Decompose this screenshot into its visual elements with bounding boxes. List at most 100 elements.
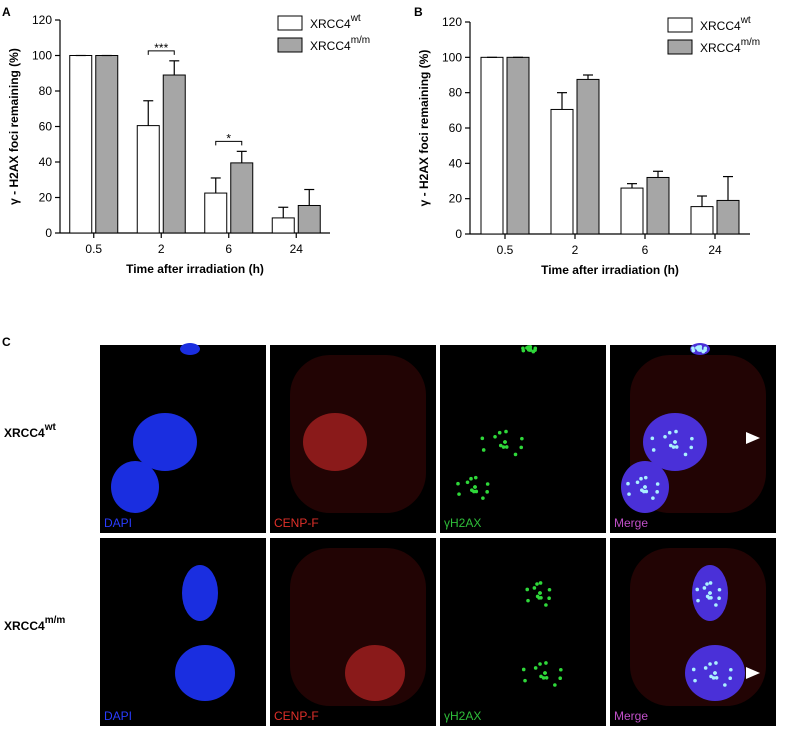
foci bbox=[708, 581, 713, 585]
x-tick-label: 6 bbox=[225, 242, 232, 256]
legend-name: XRCC4 bbox=[310, 17, 351, 31]
x-tick-label: 2 bbox=[572, 243, 579, 257]
foci bbox=[474, 489, 479, 494]
foci bbox=[639, 476, 643, 481]
foci bbox=[702, 586, 707, 590]
foci bbox=[525, 587, 530, 592]
foci bbox=[714, 603, 718, 607]
row-label: XRCC4m/m bbox=[4, 615, 65, 633]
micrograph bbox=[440, 538, 606, 726]
channel-label: γH2AX bbox=[444, 516, 481, 530]
foci bbox=[497, 430, 502, 435]
legend-name: XRCC4 bbox=[700, 41, 741, 55]
foci bbox=[521, 348, 526, 353]
legend-label: XRCC4wt bbox=[700, 15, 751, 33]
bar bbox=[690, 206, 714, 235]
nucleus bbox=[133, 413, 197, 471]
foci bbox=[521, 667, 526, 672]
panel-label: A bbox=[2, 5, 11, 19]
foci bbox=[626, 481, 630, 486]
row-label-superscript: wt bbox=[44, 422, 57, 433]
nucleus bbox=[175, 645, 235, 701]
foci bbox=[513, 452, 518, 457]
foci bbox=[473, 485, 477, 489]
error-bar bbox=[278, 206, 289, 218]
row-label-superscript: m/m bbox=[45, 615, 66, 626]
legend-superscript: wt bbox=[740, 15, 751, 26]
foci bbox=[717, 587, 722, 592]
error-bar bbox=[723, 175, 733, 201]
significance-label: * bbox=[226, 131, 231, 145]
foci bbox=[644, 489, 649, 494]
legend-name: XRCC4 bbox=[700, 19, 741, 33]
nucleus bbox=[182, 565, 218, 621]
foci bbox=[683, 452, 688, 457]
legend-label: XRCC4m/m bbox=[700, 37, 760, 55]
micrograph bbox=[100, 538, 266, 726]
error-bar bbox=[557, 92, 567, 110]
y-tick-label: 0 bbox=[45, 226, 52, 240]
error-bar bbox=[697, 195, 707, 207]
foci bbox=[703, 346, 708, 351]
foci bbox=[533, 346, 538, 351]
channel-label: DAPI bbox=[104, 516, 132, 530]
foci bbox=[714, 661, 718, 665]
error-bar bbox=[304, 188, 315, 206]
foci bbox=[558, 676, 563, 680]
foci bbox=[469, 476, 473, 481]
x-tick-label: 2 bbox=[158, 242, 165, 256]
foci bbox=[493, 434, 497, 439]
foci bbox=[526, 598, 530, 603]
y-tick-label: 60 bbox=[449, 121, 463, 135]
channel-label: Merge bbox=[614, 516, 648, 530]
bar bbox=[506, 56, 530, 235]
bar bbox=[620, 187, 644, 235]
foci bbox=[533, 666, 538, 670]
foci bbox=[663, 434, 667, 439]
foci bbox=[709, 596, 713, 600]
foci bbox=[538, 591, 542, 595]
legend-superscript: m/m bbox=[351, 35, 370, 46]
foci bbox=[544, 661, 548, 665]
significance-bracket bbox=[147, 50, 175, 55]
error-bar bbox=[653, 170, 663, 178]
bar bbox=[297, 204, 321, 234]
foci bbox=[504, 445, 509, 449]
x-tick-label: 0.5 bbox=[85, 242, 102, 256]
foci bbox=[538, 662, 542, 666]
bar bbox=[95, 55, 119, 234]
y-tick-label: 40 bbox=[39, 155, 53, 169]
foci bbox=[717, 596, 721, 600]
bar bbox=[716, 199, 740, 235]
foci bbox=[693, 678, 697, 683]
foci bbox=[543, 671, 547, 675]
foci bbox=[708, 662, 712, 666]
foci bbox=[674, 445, 679, 449]
y-tick-label: 20 bbox=[449, 192, 463, 206]
foci bbox=[723, 683, 727, 687]
foci bbox=[668, 443, 673, 448]
x-tick-label: 24 bbox=[708, 243, 722, 257]
bar bbox=[646, 176, 670, 235]
foci bbox=[695, 587, 700, 592]
foci bbox=[538, 581, 543, 585]
legend-swatch bbox=[277, 15, 303, 31]
error-bar bbox=[583, 74, 593, 80]
foci bbox=[696, 598, 700, 603]
foci bbox=[520, 436, 524, 441]
nucleus bbox=[303, 413, 367, 471]
bar bbox=[230, 162, 254, 234]
foci bbox=[547, 596, 551, 600]
bar bbox=[162, 74, 186, 234]
foci bbox=[635, 480, 640, 485]
bar bbox=[69, 55, 93, 234]
arrowhead bbox=[746, 667, 760, 679]
foci bbox=[456, 481, 460, 486]
row-label: XRCC4wt bbox=[4, 422, 56, 440]
legend-swatch bbox=[667, 39, 693, 55]
panel-label: B bbox=[414, 5, 423, 19]
legend-swatch bbox=[277, 37, 303, 53]
foci bbox=[671, 445, 676, 449]
foci bbox=[544, 676, 549, 680]
foci bbox=[481, 496, 485, 500]
